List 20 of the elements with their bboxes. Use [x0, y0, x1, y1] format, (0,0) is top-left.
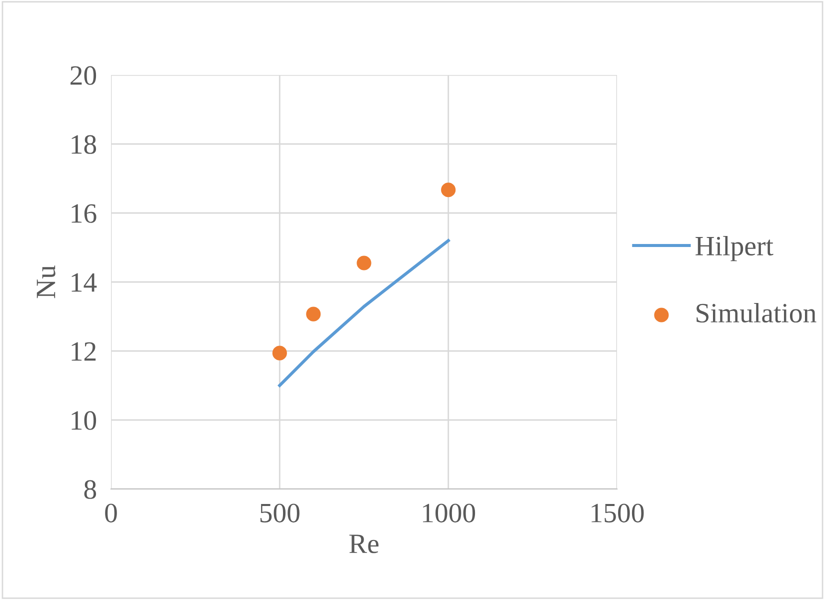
point — [356, 256, 372, 270]
y-tick-label: 12 — [72, 342, 96, 361]
legend-label: Hilpert — [696, 236, 774, 262]
point — [441, 182, 456, 198]
point — [306, 306, 321, 322]
line-series — [278, 239, 450, 388]
x-tick-label: 1500 — [592, 504, 644, 522]
y-tick-label: 16 — [72, 204, 96, 223]
y-tick-label: 14 — [72, 273, 97, 292]
y-tick-label: 8 — [84, 480, 96, 499]
x-tick-label: 1000 — [423, 504, 476, 522]
point — [272, 346, 287, 360]
x-axis-title: Re — [349, 534, 378, 554]
x-tick-label: 500 — [260, 504, 300, 522]
y-axis-title: Nu — [36, 266, 56, 298]
y-tick-label: 18 — [72, 135, 96, 154]
legend-label: Simulation — [696, 303, 816, 323]
y-tick-label: 10 — [72, 411, 96, 430]
x-tick-label: 0 — [105, 504, 117, 522]
y-tick-label: 20 — [70, 66, 96, 85]
